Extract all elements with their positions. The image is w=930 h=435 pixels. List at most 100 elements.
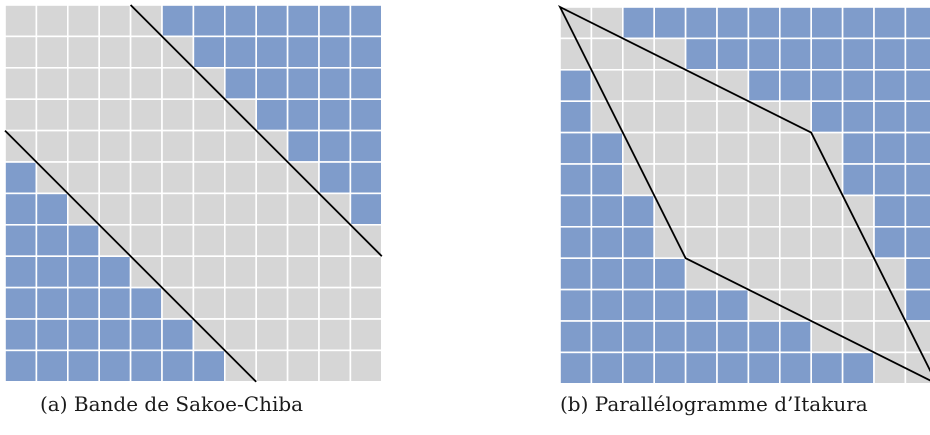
excluded-cell <box>67 255 101 289</box>
allowed-cell <box>810 288 844 322</box>
allowed-cell <box>841 257 875 291</box>
allowed-cell <box>192 161 226 195</box>
allowed-cell <box>621 69 655 103</box>
excluded-cell <box>904 163 930 197</box>
allowed-cell <box>129 224 163 258</box>
allowed-cell <box>318 318 352 352</box>
allowed-cell <box>192 255 226 289</box>
excluded-cell <box>810 351 844 385</box>
excluded-cell <box>621 288 655 322</box>
allowed-cell <box>318 255 352 289</box>
excluded-cell <box>653 351 687 385</box>
allowed-cell <box>559 37 593 71</box>
allowed-cell <box>67 98 101 132</box>
allowed-cell <box>255 224 289 258</box>
excluded-cell <box>98 318 132 352</box>
excluded-cell <box>192 349 226 383</box>
allowed-cell <box>747 163 781 197</box>
allowed-cell <box>129 192 163 226</box>
allowed-cell <box>161 67 195 101</box>
allowed-cell <box>684 69 718 103</box>
allowed-cell <box>810 131 844 165</box>
allowed-cell <box>716 163 750 197</box>
excluded-cell <box>873 37 907 71</box>
allowed-cell <box>161 161 195 195</box>
allowed-cell <box>747 257 781 291</box>
allowed-cell <box>129 98 163 132</box>
allowed-cell <box>129 161 163 195</box>
excluded-cell <box>286 35 320 69</box>
allowed-cell <box>778 288 812 322</box>
excluded-cell <box>224 35 258 69</box>
excluded-cell <box>841 100 875 134</box>
excluded-cell <box>684 37 718 71</box>
allowed-cell <box>778 131 812 165</box>
excluded-cell <box>904 288 930 322</box>
allowed-cell <box>255 255 289 289</box>
allowed-cell <box>653 37 687 71</box>
excluded-cell <box>559 131 593 165</box>
excluded-cell <box>716 351 750 385</box>
excluded-cell <box>318 98 352 132</box>
excluded-cell <box>129 349 163 383</box>
allowed-cell <box>255 161 289 195</box>
allowed-cell <box>35 129 69 163</box>
allowed-cell <box>716 131 750 165</box>
allowed-cell <box>67 4 101 38</box>
allowed-cell <box>684 131 718 165</box>
allowed-cell <box>653 194 687 228</box>
excluded-cell <box>98 349 132 383</box>
allowed-cell <box>255 318 289 352</box>
excluded-cell <box>4 349 38 383</box>
allowed-cell <box>778 100 812 134</box>
allowed-cell <box>810 163 844 197</box>
allowed-cell <box>192 192 226 226</box>
allowed-cell <box>192 129 226 163</box>
excluded-cell <box>286 67 320 101</box>
excluded-cell <box>873 100 907 134</box>
excluded-cell <box>590 257 624 291</box>
excluded-cell <box>778 37 812 71</box>
excluded-cell <box>778 351 812 385</box>
excluded-cell <box>841 6 875 40</box>
allowed-cell <box>161 129 195 163</box>
excluded-cell <box>4 192 38 226</box>
excluded-cell <box>841 37 875 71</box>
excluded-cell <box>161 349 195 383</box>
excluded-cell <box>841 163 875 197</box>
excluded-cell <box>67 318 101 352</box>
excluded-cell <box>716 37 750 71</box>
allowed-cell <box>349 255 383 289</box>
allowed-cell <box>286 224 320 258</box>
allowed-cell <box>747 226 781 260</box>
excluded-cell <box>67 224 101 258</box>
excluded-cell <box>349 129 383 163</box>
excluded-cell <box>559 163 593 197</box>
allowed-cell <box>621 37 655 71</box>
excluded-cell <box>559 257 593 291</box>
excluded-cell <box>810 100 844 134</box>
excluded-cell <box>129 318 163 352</box>
allowed-cell <box>192 286 226 320</box>
allowed-cell <box>653 100 687 134</box>
excluded-cell <box>684 320 718 354</box>
excluded-cell <box>349 161 383 195</box>
excluded-cell <box>590 194 624 228</box>
allowed-cell <box>35 4 69 38</box>
excluded-cell <box>621 6 655 40</box>
allowed-cell <box>67 35 101 69</box>
allowed-cell <box>747 131 781 165</box>
excluded-cell <box>98 286 132 320</box>
allowed-cell <box>590 6 624 40</box>
excluded-cell <box>684 6 718 40</box>
allowed-cell <box>684 194 718 228</box>
allowed-cell <box>35 35 69 69</box>
excluded-cell <box>192 4 226 38</box>
allowed-cell <box>653 163 687 197</box>
excluded-cell <box>590 320 624 354</box>
excluded-cell <box>35 192 69 226</box>
allowed-cell <box>35 98 69 132</box>
excluded-cell <box>4 224 38 258</box>
excluded-cell <box>904 194 930 228</box>
excluded-cell <box>873 163 907 197</box>
